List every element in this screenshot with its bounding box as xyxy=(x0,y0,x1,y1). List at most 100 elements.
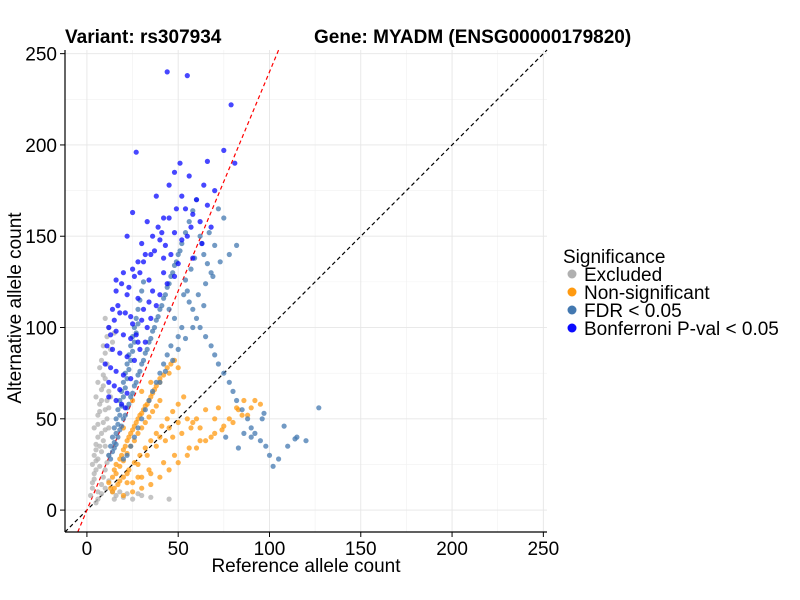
data-point xyxy=(135,491,141,497)
data-point xyxy=(144,324,150,331)
data-point xyxy=(113,397,119,404)
data-point xyxy=(137,346,143,352)
data-point xyxy=(190,324,196,331)
data-point xyxy=(109,339,116,345)
data-point xyxy=(261,410,267,416)
data-point xyxy=(157,237,163,243)
data-point xyxy=(133,332,139,338)
y-axis-ticks: 0 50 100 150 200 250 xyxy=(25,45,65,522)
legend-label: Bonferroni P-val < 0.05 xyxy=(584,319,779,340)
data-point xyxy=(235,407,241,413)
data-point xyxy=(161,460,167,466)
data-point xyxy=(226,251,232,258)
data-point xyxy=(142,419,148,426)
data-point xyxy=(95,496,101,502)
data-point xyxy=(126,284,132,290)
data-point xyxy=(203,281,209,287)
data-point xyxy=(182,277,189,283)
data-point xyxy=(179,240,185,247)
data-point xyxy=(270,463,276,469)
data-point xyxy=(171,230,178,236)
data-point xyxy=(102,376,108,382)
data-point xyxy=(212,188,218,194)
data-point xyxy=(186,173,192,179)
data-point xyxy=(204,261,210,267)
data-point xyxy=(122,443,128,449)
data-point xyxy=(140,259,147,265)
data-point xyxy=(142,407,148,413)
data-point xyxy=(137,452,143,458)
data-point xyxy=(221,147,227,153)
data-point xyxy=(252,397,258,404)
data-point xyxy=(175,401,181,407)
x-tick-label: 250 xyxy=(527,539,559,560)
data-point xyxy=(173,206,179,212)
data-point xyxy=(95,434,101,440)
data-point xyxy=(184,288,190,294)
data-point xyxy=(171,169,178,175)
data-point xyxy=(91,476,97,482)
data-point xyxy=(203,438,209,444)
data-point xyxy=(128,357,134,363)
data-point xyxy=(120,456,126,462)
data-point xyxy=(181,394,187,400)
data-point xyxy=(161,295,167,301)
data-point xyxy=(206,230,212,236)
data-point xyxy=(146,397,152,404)
data-point xyxy=(153,443,159,449)
data-point xyxy=(104,343,110,349)
data-point xyxy=(97,365,103,371)
data-point xyxy=(120,379,126,385)
data-point xyxy=(179,430,185,436)
data-point xyxy=(135,474,141,480)
data-point xyxy=(171,315,178,321)
data-point xyxy=(197,425,203,431)
data-point xyxy=(130,209,136,216)
data-point xyxy=(124,233,130,239)
data-point xyxy=(135,295,141,301)
data-point xyxy=(119,401,125,407)
data-point xyxy=(89,461,95,467)
data-point xyxy=(190,255,196,261)
data-point xyxy=(171,452,178,458)
data-point xyxy=(88,492,94,499)
data-point xyxy=(276,456,282,462)
data-point xyxy=(117,478,123,484)
data-point xyxy=(166,215,172,221)
data-point xyxy=(139,425,145,431)
data-point xyxy=(177,160,183,166)
data-point xyxy=(95,379,101,385)
data-point xyxy=(157,376,163,382)
data-point xyxy=(111,425,117,431)
data-point xyxy=(241,430,247,436)
data-point xyxy=(197,233,203,239)
data-point xyxy=(146,299,152,305)
data-point xyxy=(263,443,269,449)
data-point xyxy=(175,365,181,371)
data-point xyxy=(197,324,203,331)
data-point xyxy=(93,467,99,473)
data-point xyxy=(131,434,137,440)
data-point xyxy=(139,474,145,480)
data-point xyxy=(108,365,114,371)
data-point xyxy=(248,405,254,411)
data-point xyxy=(148,494,154,500)
data-point xyxy=(115,434,121,440)
data-point xyxy=(285,443,291,449)
data-point xyxy=(100,474,106,480)
data-point xyxy=(106,405,112,411)
data-point xyxy=(150,233,156,239)
data-point xyxy=(232,160,238,166)
data-point xyxy=(135,430,141,436)
data-point xyxy=(188,425,194,431)
data-point xyxy=(175,419,181,426)
data-point xyxy=(109,474,116,480)
y-tick-label: 0 xyxy=(46,501,57,522)
data-point xyxy=(146,277,152,283)
y-tick-label: 200 xyxy=(25,136,57,157)
data-point xyxy=(157,434,163,440)
data-point xyxy=(221,370,227,376)
data-point xyxy=(212,242,218,248)
x-axis-title: Reference allele count xyxy=(211,556,401,577)
data-point xyxy=(104,416,110,422)
